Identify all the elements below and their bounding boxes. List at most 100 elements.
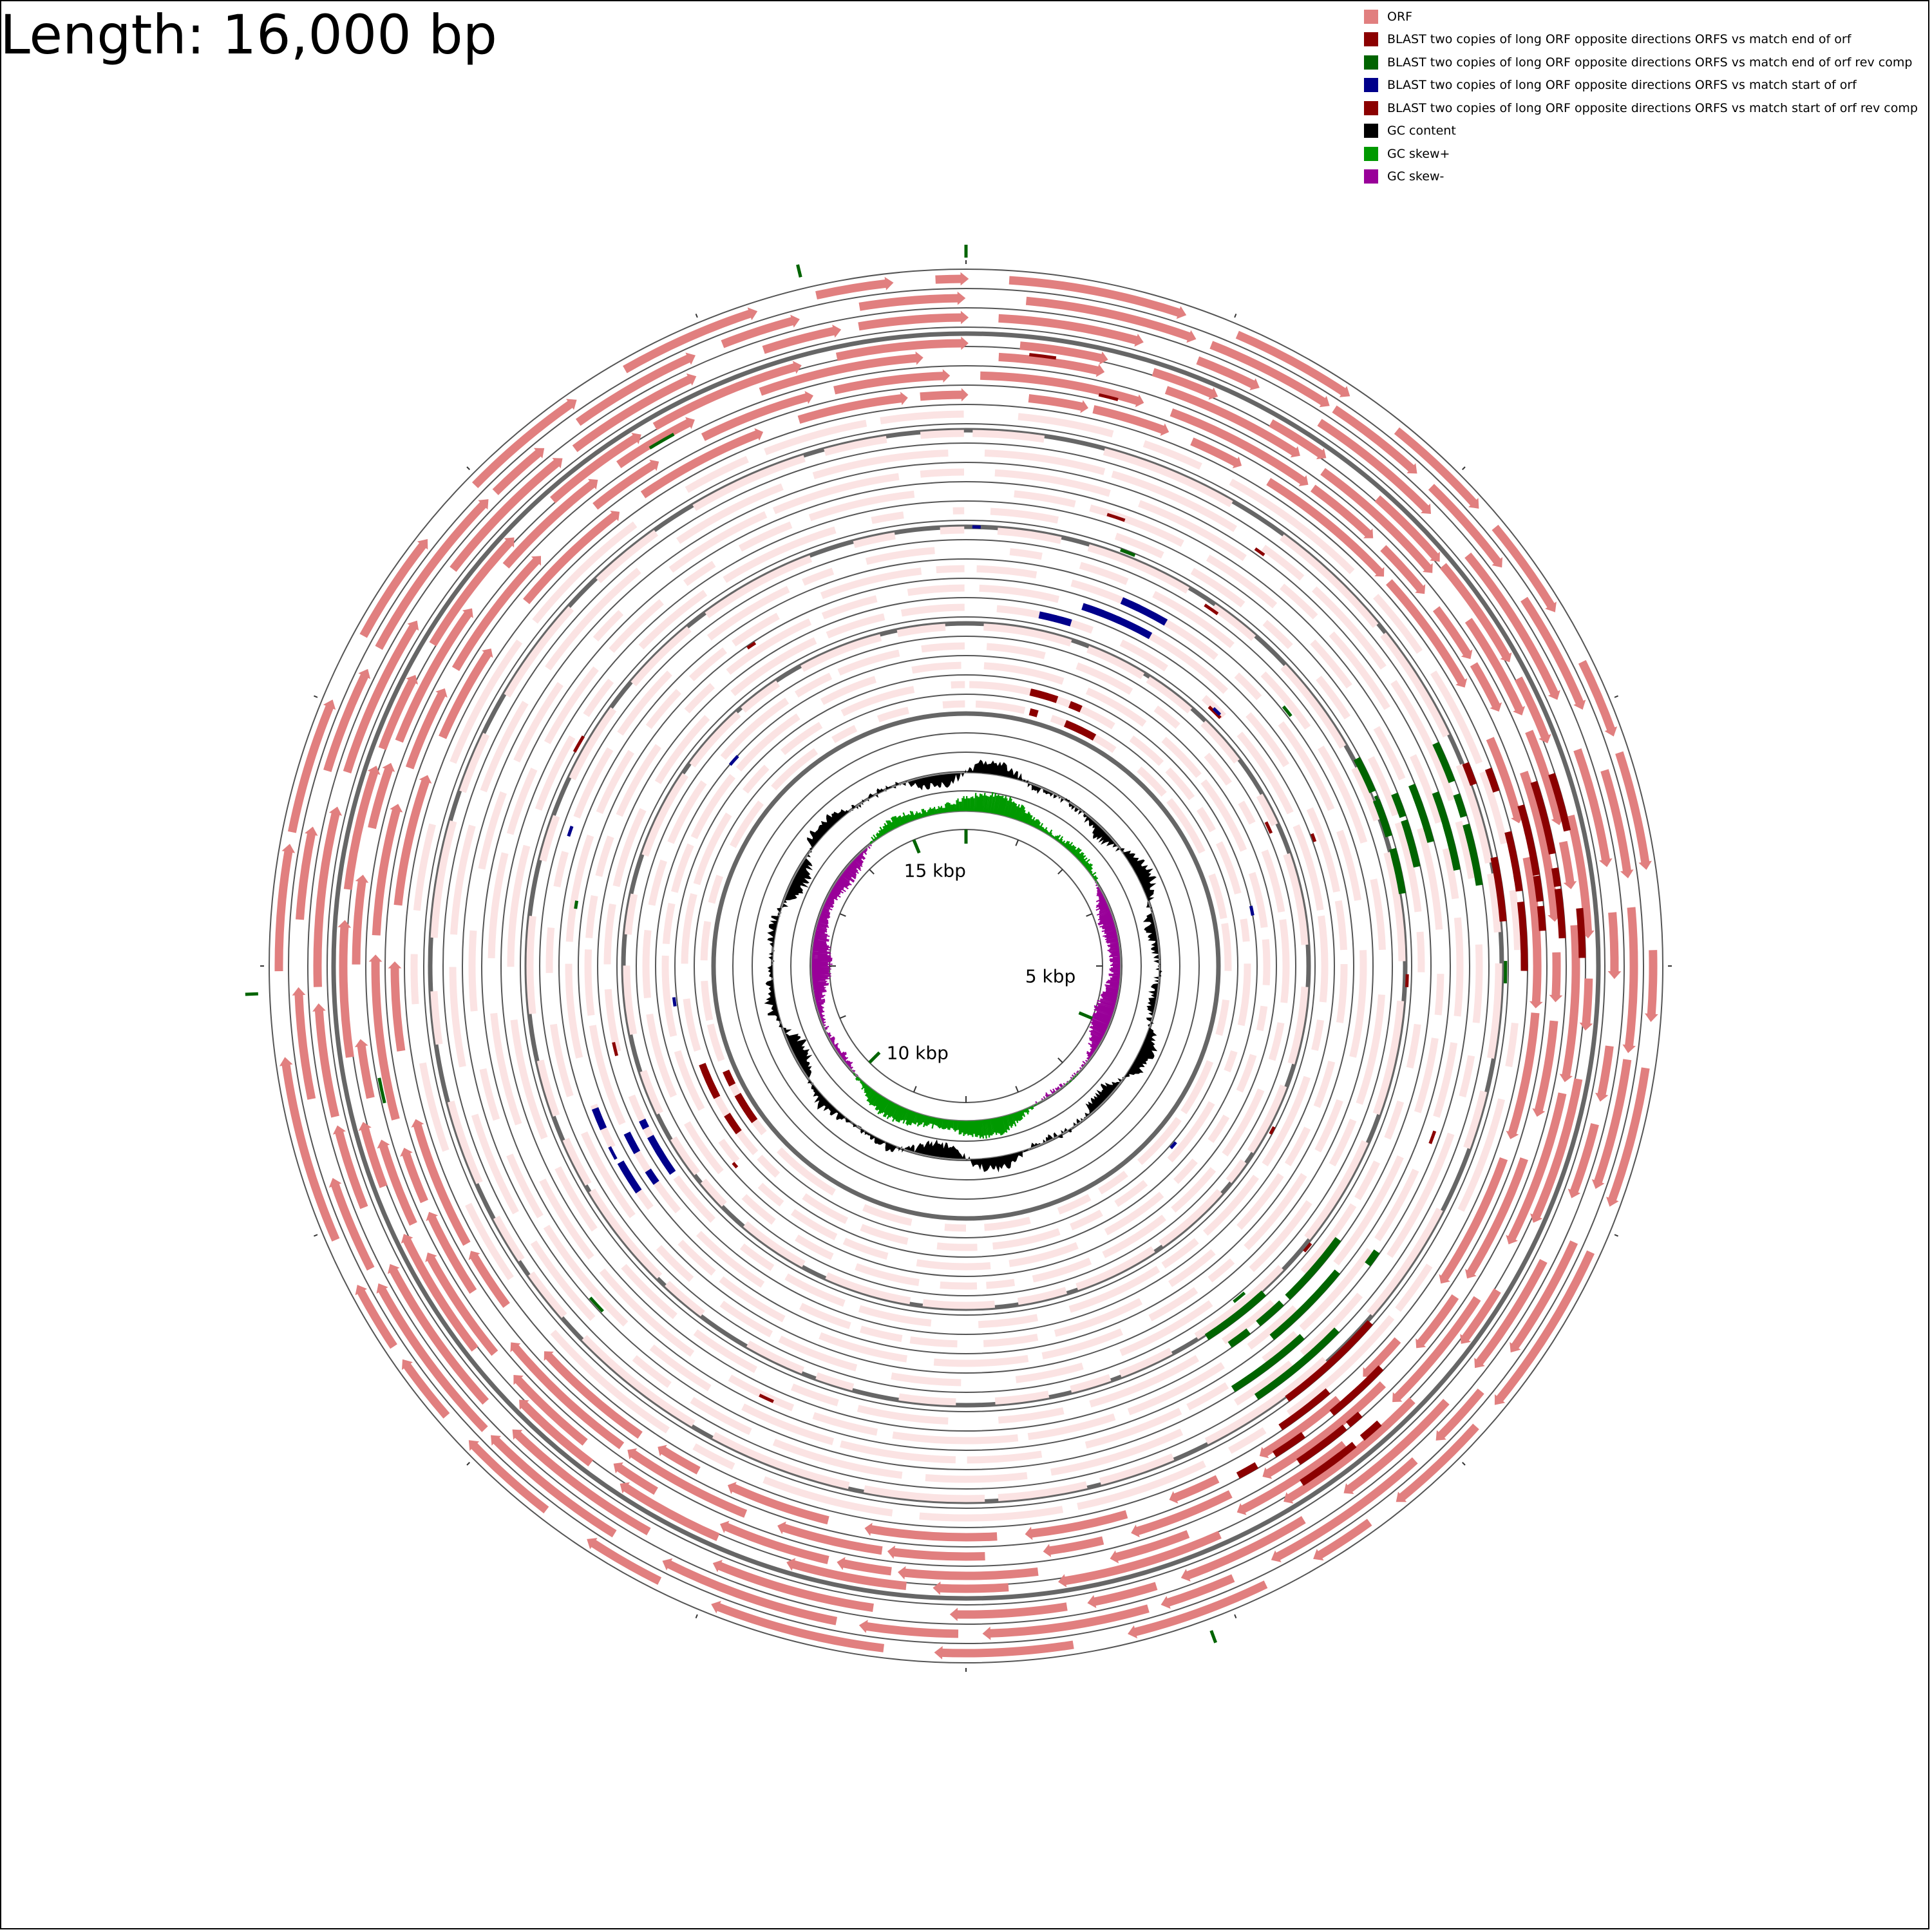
backbone-tick — [839, 913, 846, 917]
orf-feature — [1062, 1531, 1222, 1586]
blast-hit — [1408, 783, 1428, 822]
blast-hit — [1106, 513, 1126, 522]
blast-hit — [1030, 688, 1049, 701]
blast-hit — [620, 1164, 642, 1194]
orf-feature — [575, 354, 693, 426]
ring-outline — [288, 288, 1644, 1644]
orf-arrowhead — [720, 1520, 730, 1533]
outer-tick — [466, 466, 470, 470]
orf-feature — [1070, 1209, 1103, 1231]
orf-arrowhead — [1492, 557, 1502, 568]
orf-feature — [674, 1050, 705, 1112]
orf-feature — [840, 1440, 956, 1464]
orf-feature — [984, 1217, 1031, 1231]
orf-feature — [1329, 1119, 1357, 1167]
orf-feature — [840, 686, 915, 717]
orf-feature — [998, 352, 1101, 375]
orf-feature — [1261, 1396, 1341, 1457]
orf-feature — [1148, 1287, 1198, 1321]
orf-feature — [1416, 931, 1425, 972]
orf-feature — [728, 1374, 795, 1412]
orf-feature — [654, 715, 710, 784]
orf-feature — [1256, 793, 1278, 827]
orf-feature — [998, 314, 1140, 345]
orf-feature — [1025, 296, 1193, 341]
orf-arrowhead — [407, 620, 419, 631]
ring-outline — [732, 732, 1200, 1200]
orf-feature — [645, 688, 681, 730]
orf-feature — [684, 1121, 724, 1175]
orf-feature — [1171, 1475, 1220, 1502]
orf-arrowhead — [1416, 1338, 1426, 1349]
ring-outline — [752, 752, 1180, 1180]
blast-hit — [1254, 547, 1265, 556]
orf-arrowhead — [587, 1538, 598, 1549]
orf-feature — [919, 1506, 1064, 1522]
orf-feature — [357, 1043, 375, 1099]
orf-feature — [1417, 827, 1443, 930]
orf-feature — [742, 764, 770, 794]
orf-feature — [1129, 735, 1164, 766]
legend-label: ORF — [1387, 9, 1413, 24]
orf-feature — [1474, 1258, 1548, 1367]
orf-arrowhead — [1134, 334, 1144, 347]
orf-arrowhead — [1645, 1013, 1658, 1022]
orf-arrowhead — [401, 1234, 413, 1244]
blast-hit — [1374, 795, 1383, 811]
blast-hit — [1249, 905, 1255, 916]
orf-feature — [1235, 330, 1348, 397]
orf-feature — [1085, 687, 1147, 727]
orf-feature — [936, 565, 965, 574]
orf-feature — [976, 565, 1037, 579]
blast-hit — [574, 900, 579, 909]
orf-feature — [642, 929, 652, 999]
orf-feature — [757, 1182, 784, 1207]
ring-outline — [500, 500, 1432, 1432]
orf-feature — [1229, 478, 1355, 574]
blast-hit — [723, 1069, 736, 1087]
orf-feature — [840, 1558, 892, 1576]
orf-feature — [1180, 1060, 1214, 1115]
orf-feature — [1070, 1374, 1112, 1393]
orf-feature — [992, 1228, 1061, 1250]
blast-hit — [589, 1296, 604, 1313]
blast-hit — [1278, 1389, 1329, 1430]
orf-feature — [739, 1243, 775, 1271]
orf-feature — [617, 670, 672, 736]
blast-hit — [377, 1077, 386, 1104]
orf-feature — [1015, 1362, 1084, 1383]
orf-feature — [778, 1335, 858, 1372]
orf-feature — [855, 1263, 920, 1287]
orf-feature — [777, 1147, 836, 1196]
orf-feature — [1311, 1019, 1325, 1051]
blast-hit — [1264, 821, 1273, 834]
orf-arrowhead — [1160, 1596, 1171, 1609]
orf-arrowhead — [1298, 475, 1309, 486]
orf-feature — [701, 980, 714, 1021]
orf-feature — [730, 637, 817, 696]
legend-item-gc-content: GC content — [1364, 120, 1918, 143]
orf-feature — [545, 927, 555, 973]
orf-feature — [624, 893, 638, 935]
orf-feature — [820, 676, 877, 705]
orf-arrowhead — [468, 1251, 480, 1260]
orf-arrowhead — [1548, 690, 1560, 700]
orf-feature — [794, 672, 833, 698]
blast-hit — [1490, 857, 1507, 922]
orf-feature — [429, 538, 514, 647]
orf-arrowhead — [533, 448, 545, 459]
orf-feature — [1266, 478, 1384, 576]
orf-feature — [1138, 500, 1247, 562]
orf-feature — [859, 1325, 903, 1342]
orf-feature — [1385, 579, 1466, 686]
orf-feature — [706, 585, 790, 641]
orf-feature — [797, 393, 904, 424]
ring-outline — [713, 713, 1219, 1219]
orf-arrowhead — [1099, 351, 1108, 365]
orf-arrowhead — [790, 314, 800, 328]
orf-arrowhead — [832, 325, 842, 338]
orf-feature — [683, 560, 716, 587]
blast-hit — [1038, 611, 1057, 623]
orf-feature — [670, 1136, 700, 1176]
blast-hit — [1120, 548, 1136, 557]
